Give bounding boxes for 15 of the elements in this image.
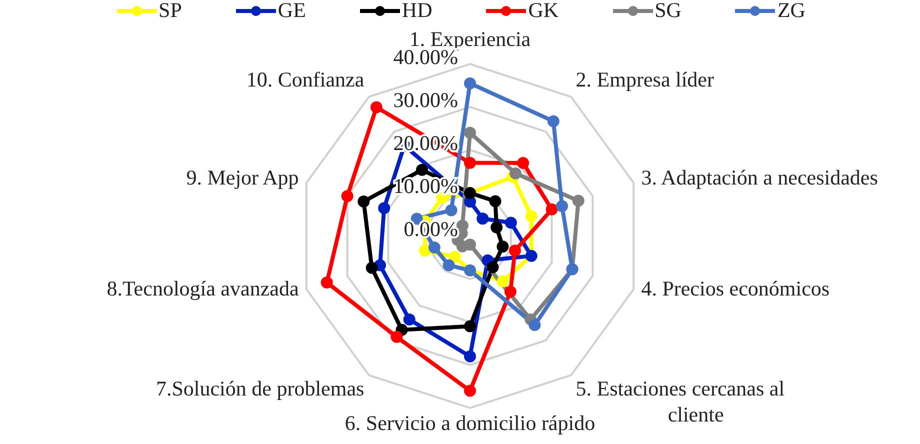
legend-label: HD	[402, 0, 432, 23]
spoke-label: 3. Adaptación a necesidades	[641, 165, 878, 190]
spoke-label: 8.Tecnología avanzada	[106, 276, 300, 301]
legend-label: ZG	[777, 0, 806, 23]
spoke-label: 4. Precios económicos	[641, 276, 830, 301]
spoke-label: 9. Mejor App	[186, 165, 299, 190]
legend-label: GK	[528, 0, 559, 23]
spoke-label: 6. Servicio a domicilio rápido	[344, 411, 596, 435]
legend-label: SG	[654, 0, 682, 23]
y-tick-label: 30.00%	[393, 88, 458, 112]
spoke-label: 10. Confianza	[246, 67, 365, 92]
spoke-label: 7.Solución de problemas	[156, 376, 364, 401]
legend-label: GE	[278, 0, 306, 23]
legend-label: SP	[158, 0, 182, 23]
spoke-label: 2. Empresa líder	[576, 67, 714, 92]
